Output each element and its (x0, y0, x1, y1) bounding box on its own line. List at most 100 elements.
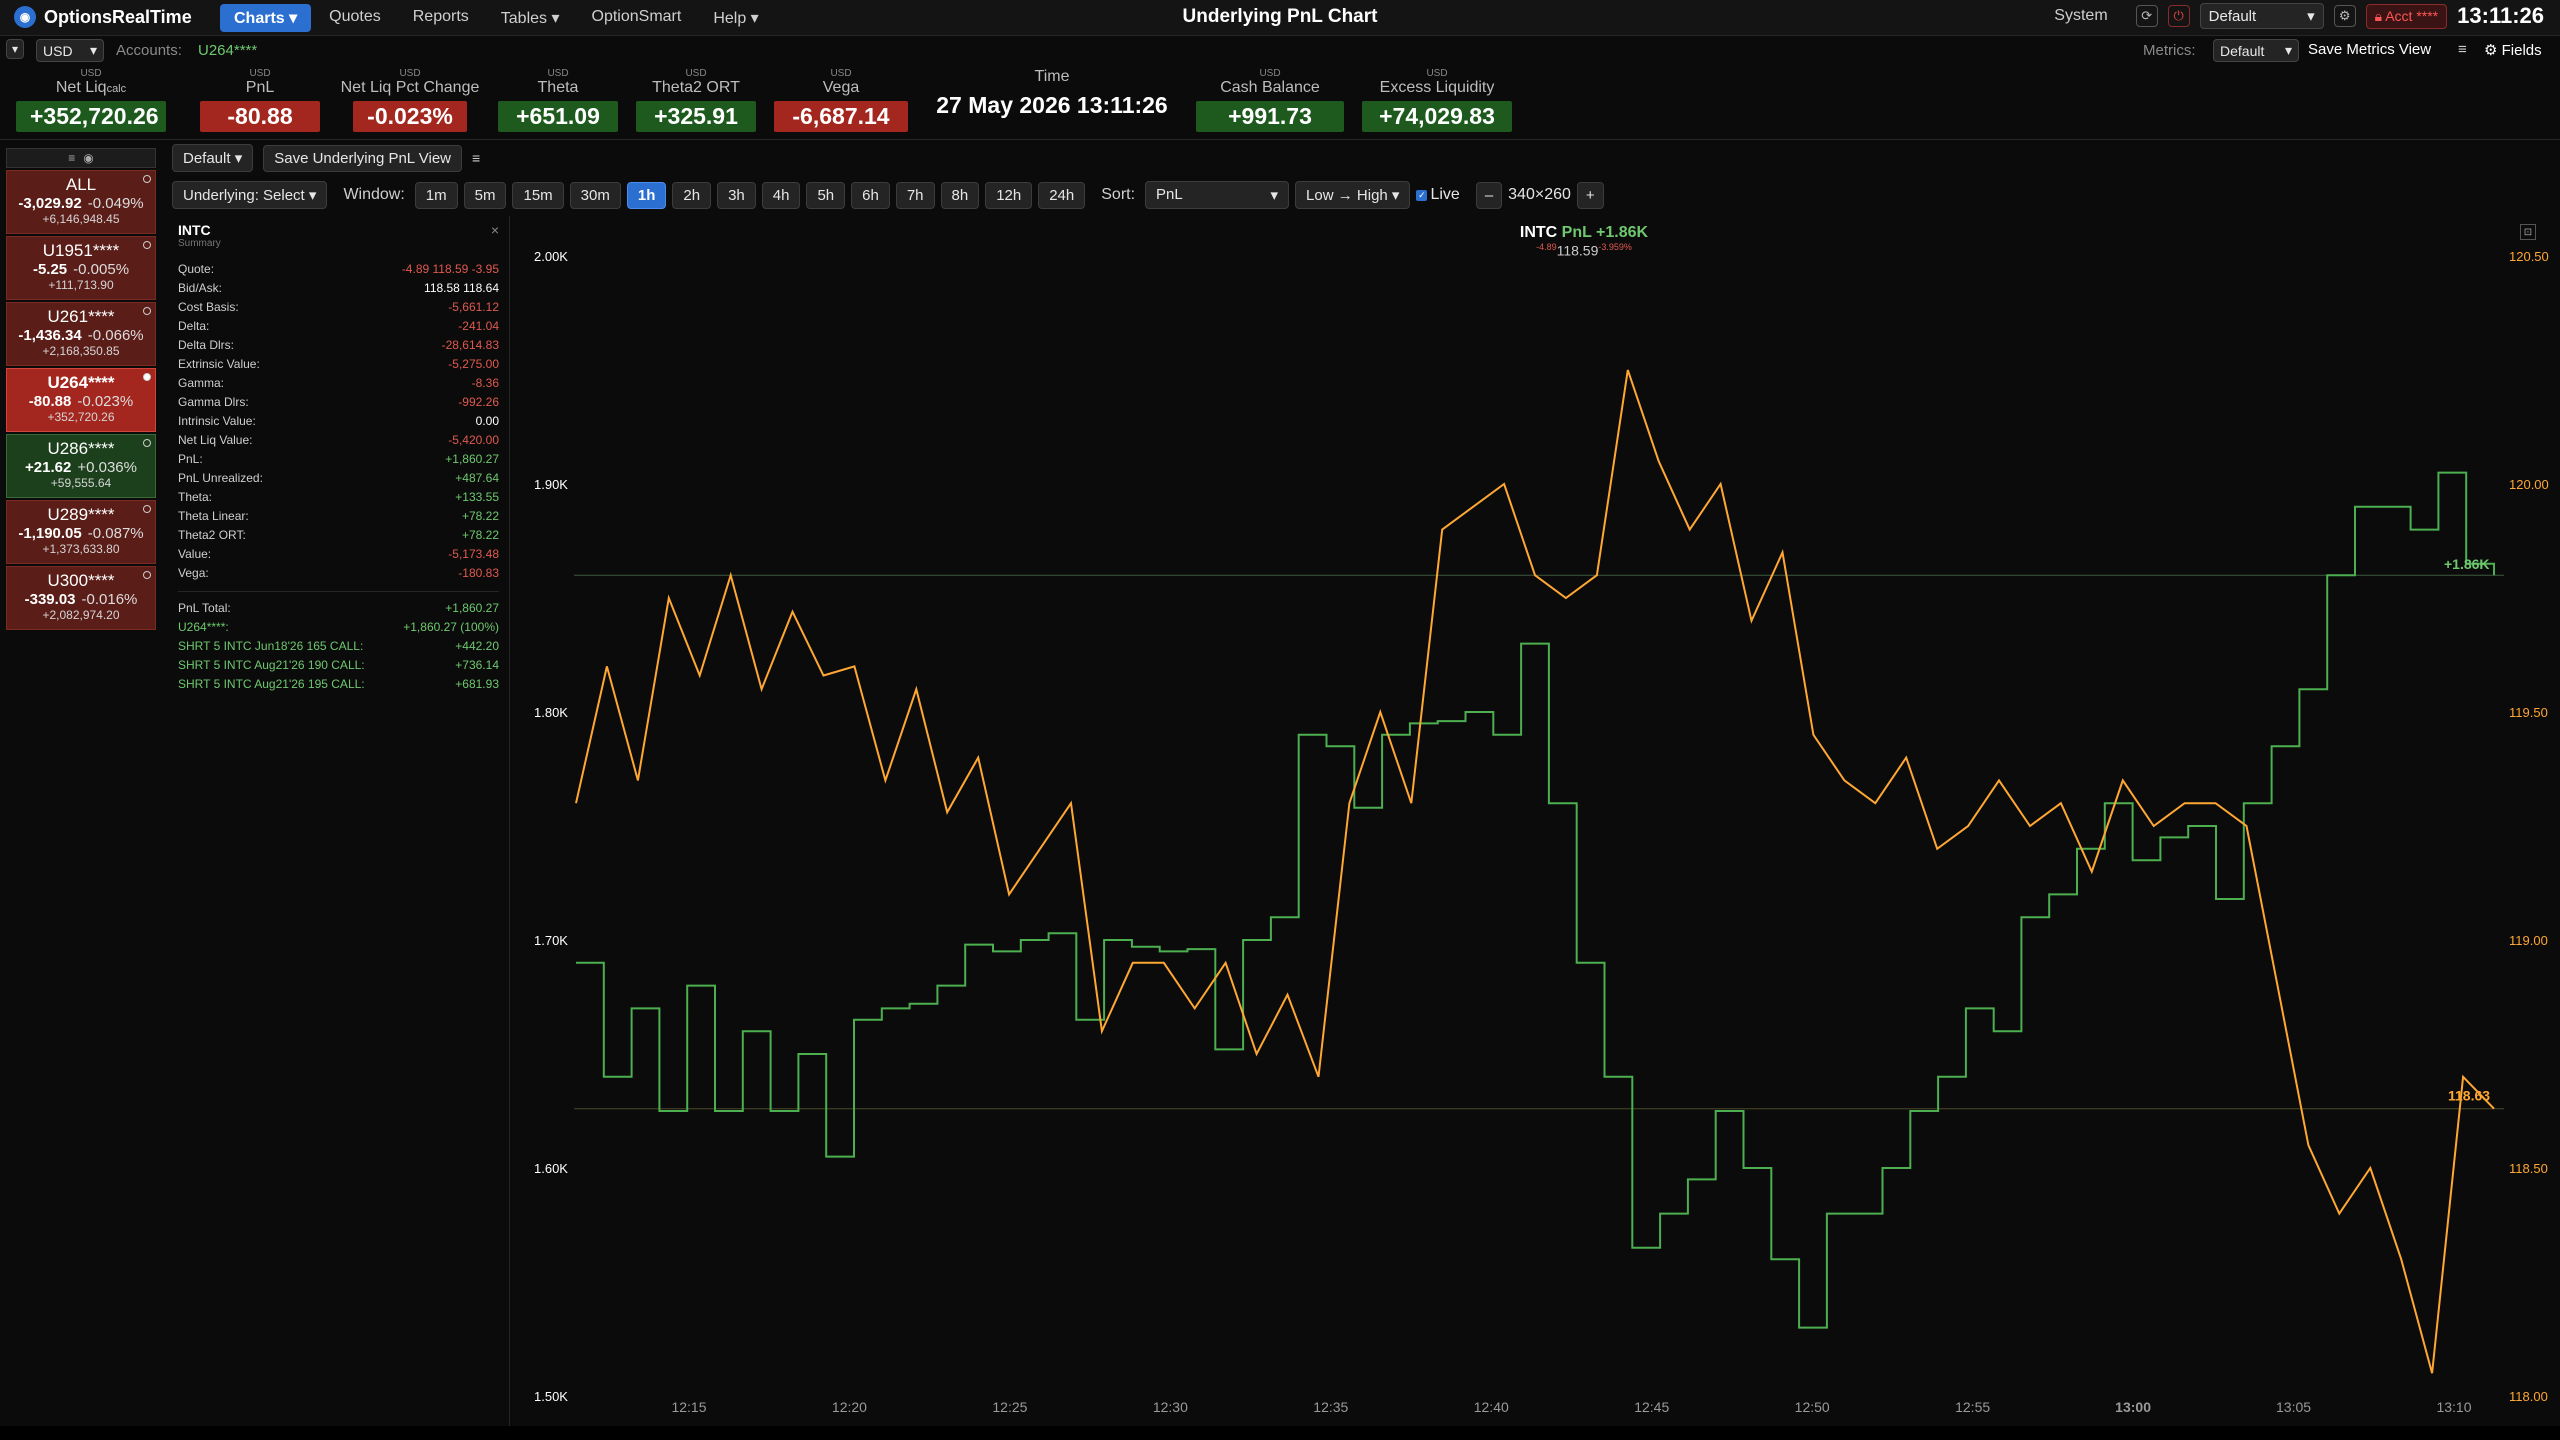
currency-select[interactable]: USD ▾ (36, 39, 104, 62)
metric-label: Excess Liquidity (1379, 79, 1495, 96)
size-value: 340×260 (1508, 186, 1571, 203)
window-4h[interactable]: 4h (761, 181, 801, 209)
window-5m[interactable]: 5m (463, 181, 507, 209)
pnl-total-value: +1,860.27 (445, 600, 499, 615)
metric-vega: USD Vega -6,687.14 (774, 68, 908, 132)
account-card[interactable]: U261**** -1,436.34 -0.066% +2,168,350.85 (6, 302, 156, 366)
metric-currency: USD (547, 68, 569, 79)
menu-tables[interactable]: Tables ▾ (500, 10, 560, 27)
power-icon[interactable]: ⏻ (2167, 5, 2190, 27)
top-nav: ◉ OptionsRealTime Charts ▾ Quotes Report… (0, 0, 2560, 36)
menu-icon[interactable]: ≡ (2458, 41, 2467, 58)
target-icon[interactable]: ◉ (83, 151, 94, 165)
menu-reports[interactable]: Reports (412, 8, 469, 25)
brand[interactable]: ◉ OptionsRealTime (14, 6, 192, 28)
menu-charts[interactable]: Charts ▾ (220, 4, 312, 32)
clock: 13:11:26 (2457, 3, 2544, 28)
x-tick-label: 12:50 (1795, 1399, 1830, 1415)
position-leg-row[interactable]: SHRT 5 INTC Aug21'26 190 CALL: +736.14 (170, 655, 509, 674)
window-6h[interactable]: 6h (851, 181, 890, 209)
size-decrease-button[interactable]: – (1475, 181, 1503, 209)
status-dot-icon (143, 373, 151, 381)
account-card[interactable]: U1951**** -5.25 -0.005% +111,713.90 (6, 236, 156, 300)
view-select-value: Default (183, 150, 231, 167)
metric-currency: USD (399, 68, 421, 79)
menu-help[interactable]: Help ▾ (713, 10, 759, 27)
window-30m[interactable]: 30m (569, 181, 621, 209)
pnl-last-tag: +1.86K (2444, 556, 2490, 572)
window-15m[interactable]: 15m (512, 181, 564, 209)
save-metrics-button[interactable]: Save Metrics View (2308, 41, 2432, 58)
status-dot-icon (143, 505, 151, 513)
window-24h[interactable]: 24h (1038, 181, 1086, 209)
checkbox-icon[interactable]: ✓ (1416, 189, 1428, 201)
position-leg-row[interactable]: SHRT 5 INTC Jun18'26 165 CALL: +442.20 (170, 636, 509, 655)
window-7h[interactable]: 7h (895, 181, 935, 209)
window-1m[interactable]: 1m (414, 181, 458, 209)
account-panel: ≡ ◉ ALL -3,029.92 -0.049% +6,146,948.45 U… (6, 148, 156, 630)
order-select[interactable]: Low → High ▾ (1295, 181, 1411, 209)
divider (178, 582, 499, 592)
window-2h[interactable]: 2h (672, 181, 712, 209)
sort-select[interactable]: PnL ▾ (1145, 181, 1290, 209)
chart-svg: 2.00K 1.90K 1.80K 1.70K 1.60K 1.50K 120.50 120.… (534, 249, 2549, 1415)
metric-value: +325.91 (636, 101, 756, 132)
position-leg-row[interactable]: U264****: +1,860.27 (100%) (170, 617, 509, 636)
chart-header: INTC PnL +1.86K -4.89118.59-3.959% (1474, 224, 1694, 259)
close-icon[interactable]: × (490, 222, 499, 238)
metric-theta: USD Theta +651.09 (498, 68, 618, 132)
window-5h[interactable]: 5h (806, 181, 846, 209)
window-label: Window: (343, 186, 405, 203)
expand-icon[interactable]: ⊡ (2520, 224, 2536, 240)
view-bar: Default ▾ Save Underlying PnL View ≡ (172, 144, 480, 172)
pnl-chart[interactable]: 2.00K 1.90K 1.80K 1.70K 1.60K 1.50K 120.50 120.… (524, 216, 2554, 1426)
summary-row: Gamma: -8.36 (170, 373, 509, 392)
x-tick-label: 12:20 (832, 1399, 867, 1415)
summary-row: Cost Basis: -5,661.12 (170, 297, 509, 316)
account-card-selected[interactable]: U264**** -80.88 -0.023% +352,720.26 (6, 368, 156, 432)
fields-button[interactable]: ⚙ Fields (2484, 42, 2542, 59)
window-1h[interactable]: 1h (626, 181, 667, 209)
list-icon[interactable]: ≡ (68, 151, 76, 165)
account-card[interactable]: U289**** -1,190.05 -0.087% +1,373,633.80 (6, 500, 156, 564)
accounts-value[interactable]: U264**** (198, 42, 258, 59)
account-card-all[interactable]: ALL -3,029.92 -0.049% +6,146,948.45 (6, 170, 156, 234)
main-menu: Charts ▾ Quotes Reports Tables ▾ OptionS… (220, 4, 773, 32)
summary-rows: Quote: -4.89 118.59 -3.95 Bid/Ask: 118.58 1… (170, 259, 509, 582)
metric-currency: USD (1426, 68, 1448, 79)
account-card[interactable]: U300**** -339.03 -0.016% +2,082,974.20 (6, 566, 156, 630)
leg-name: SHRT 5 INTC Aug21'26 195 CALL: (178, 676, 365, 691)
y-right-tick-label: 119.00 (2509, 933, 2548, 948)
view-menu-icon[interactable]: ≡ (472, 150, 481, 166)
layout-select[interactable]: Default ▾ (2199, 3, 2324, 29)
refresh-icon[interactable]: ⟳ (2135, 5, 2158, 27)
summary-value: -241.04 (458, 318, 499, 333)
window-3h[interactable]: 3h (717, 181, 756, 209)
collapse-select[interactable]: ▾ (6, 39, 25, 59)
settings-icon[interactable]: ⚙ (2333, 5, 2356, 27)
system-menu[interactable]: System (2054, 7, 2108, 24)
metrics-select[interactable]: Default ▾ (2213, 39, 2299, 62)
summary-value: -4.89 118.59 -3.95 (401, 261, 499, 276)
position-leg-row[interactable]: SHRT 5 INTC Aug21'26 195 CALL: +681.93 (170, 674, 509, 693)
account-pct: -0.023% (77, 393, 134, 410)
summary-title: INTC (178, 222, 211, 238)
account-badge[interactable]: 🔒︎ Acct **** (2365, 3, 2448, 29)
account-card[interactable]: U286**** +21.62 +0.036% +59,555.64 (6, 434, 156, 498)
save-view-button[interactable]: Save Underlying PnL View (263, 144, 463, 172)
view-select[interactable]: Default ▾ (172, 144, 254, 172)
account-pnl: +21.62 +0.036% (7, 459, 155, 476)
window-12h[interactable]: 12h (985, 181, 1033, 209)
account-netliq: +111,713.90 (48, 278, 114, 292)
size-increase-button[interactable]: + (1576, 181, 1604, 209)
underlying-select[interactable]: Underlying: Select ▾ (172, 181, 328, 209)
summary-key: Theta2 ORT: (178, 527, 246, 542)
x-tick-label: 12:45 (1634, 1399, 1669, 1415)
account-pnl: -5.25 -0.005% (7, 261, 155, 278)
menu-quotes[interactable]: Quotes (329, 8, 381, 25)
menu-optionsmart[interactable]: OptionSmart (591, 8, 682, 25)
y-left-tick-label: 1.80K (534, 705, 568, 720)
window-8h[interactable]: 8h (940, 181, 980, 209)
live-toggle[interactable]: ✓ Live (1416, 186, 1460, 204)
summary-value: +78.22 (461, 508, 499, 523)
